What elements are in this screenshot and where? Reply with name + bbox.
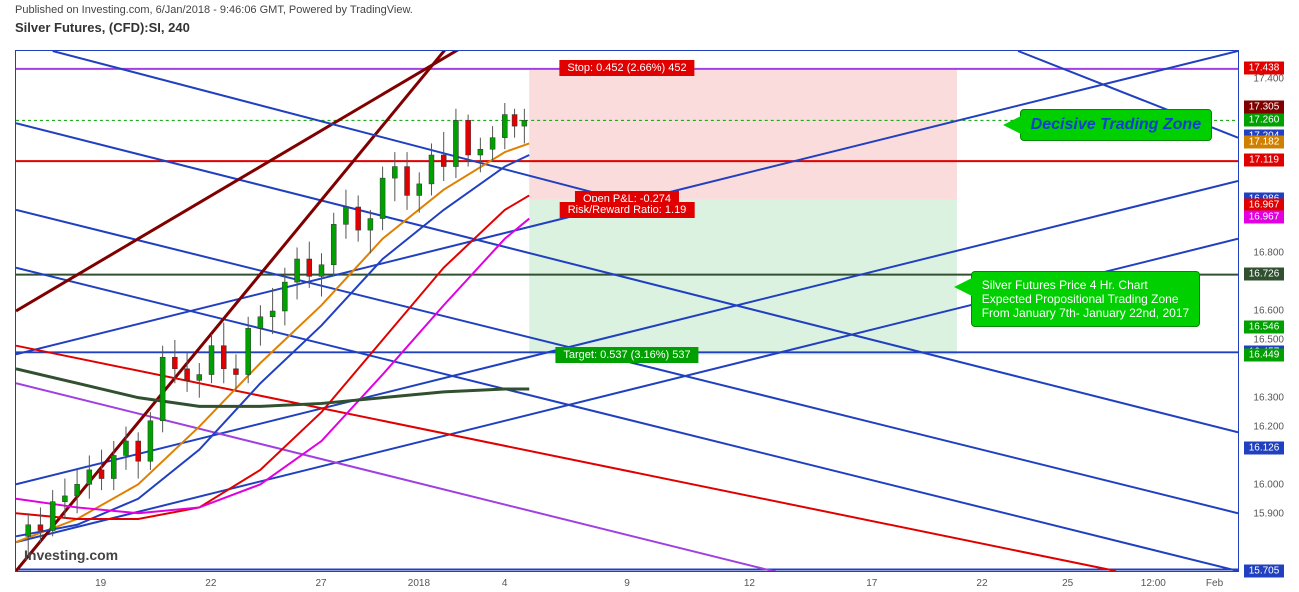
candle-body <box>380 178 385 218</box>
candle-body <box>258 317 263 329</box>
candle-body <box>209 346 214 375</box>
x-tick: 2018 <box>408 578 430 589</box>
candle-body <box>185 369 190 381</box>
candle-body <box>38 525 43 531</box>
banner: Risk/Reward Ratio: 1.19 <box>560 202 695 218</box>
candle-body <box>392 167 397 179</box>
zone-stop <box>529 69 957 200</box>
price-label: 16.967 <box>1244 210 1284 223</box>
candle-body <box>356 207 361 230</box>
candle-body <box>246 328 251 374</box>
ma-blue <box>16 155 529 536</box>
candle-body <box>522 120 527 126</box>
candle-body <box>270 311 275 317</box>
candle-body <box>233 369 238 375</box>
candle-body <box>172 357 177 369</box>
candle-body <box>429 155 434 184</box>
candle-body <box>282 282 287 311</box>
x-tick: 12 <box>744 578 755 589</box>
y-tick: 16.000 <box>1253 480 1284 491</box>
candle-body <box>136 441 141 461</box>
price-label: 16.726 <box>1244 268 1284 281</box>
y-tick: 17.400 <box>1253 74 1284 85</box>
candle-body <box>99 470 104 479</box>
x-tick: 9 <box>624 578 630 589</box>
candle-body <box>405 167 410 196</box>
candle-body <box>26 525 31 537</box>
candle-body <box>197 375 202 381</box>
chart-title: Silver Futures, (CFD):SI, 240 <box>0 18 1299 43</box>
banner: Target: 0.537 (3.16%) 537 <box>555 347 698 363</box>
candle-body <box>502 115 507 138</box>
candle-body <box>221 346 226 369</box>
ma-darkgreen <box>16 369 529 407</box>
candle-body <box>123 441 128 455</box>
candle-body <box>417 184 422 196</box>
candle-body <box>453 120 458 166</box>
chart-area[interactable]: Stop: 0.452 (2.66%) 452Open P&L: -0.274R… <box>15 50 1239 572</box>
trendline <box>16 346 1116 571</box>
y-tick: 16.800 <box>1253 248 1284 259</box>
y-tick: 16.500 <box>1253 335 1284 346</box>
candle-body <box>87 470 92 484</box>
trendline <box>16 51 456 571</box>
candle-body <box>490 138 495 150</box>
y-tick: 16.200 <box>1253 422 1284 433</box>
price-label: 16.126 <box>1244 442 1284 455</box>
trendline <box>16 51 480 311</box>
candle-body <box>512 115 517 127</box>
candle-body <box>343 207 348 224</box>
candle-body <box>111 455 116 478</box>
callout: Silver Futures Price 4 Hr. ChartExpected… <box>971 271 1200 327</box>
ma-magenta <box>16 219 529 514</box>
price-label: 17.119 <box>1244 154 1284 167</box>
price-label: 17.305 <box>1244 100 1284 113</box>
x-tick: 27 <box>315 578 326 589</box>
candle-body <box>331 224 336 264</box>
x-axis: 19 22 27 2018 4 9 12 17 22 25 12:00 Feb <box>15 572 1239 592</box>
candle-body <box>466 120 471 155</box>
candle-body <box>148 421 153 461</box>
candle-body <box>160 357 165 421</box>
candle-body <box>368 219 373 231</box>
price-label: 16.546 <box>1244 320 1284 333</box>
logo: Investing.com <box>24 547 118 563</box>
candle-body <box>295 259 300 282</box>
candle-body <box>441 155 446 167</box>
publish-header: Published on Investing.com, 6/Jan/2018 -… <box>0 0 1299 18</box>
price-label: 17.438 <box>1244 61 1284 74</box>
candle-body <box>478 149 483 155</box>
x-tick: 19 <box>95 578 106 589</box>
y-tick: 16.300 <box>1253 393 1284 404</box>
y-tick: 15.900 <box>1253 509 1284 520</box>
x-tick: 22 <box>976 578 987 589</box>
zone-target <box>529 199 957 354</box>
candle-body <box>319 265 324 277</box>
trendline <box>16 383 1238 571</box>
candle-body <box>62 496 67 502</box>
ma-red <box>16 195 529 519</box>
y-axis: 15.900 16.000 16.200 16.300 16.500 16.600 16.8… <box>1239 50 1284 572</box>
price-label: 17.260 <box>1244 113 1284 126</box>
x-tick: 12:00 <box>1141 578 1166 589</box>
y-tick: 16.600 <box>1253 306 1284 317</box>
x-tick: 17 <box>866 578 877 589</box>
x-tick: 22 <box>205 578 216 589</box>
x-tick: 4 <box>502 578 508 589</box>
banner: Stop: 0.452 (2.66%) 452 <box>559 60 694 76</box>
trendline <box>16 181 1238 484</box>
price-label: 15.705 <box>1244 564 1284 577</box>
price-label: 16.449 <box>1244 348 1284 361</box>
callout: Decisive Trading Zone <box>1020 109 1212 141</box>
x-tick: 25 <box>1062 578 1073 589</box>
candle-body <box>75 484 80 496</box>
price-label: 17.182 <box>1244 136 1284 149</box>
candle-body <box>50 502 55 531</box>
trendline <box>53 51 627 201</box>
candle-body <box>307 259 312 276</box>
ma-orange <box>16 143 529 542</box>
x-tick: Feb <box>1206 578 1223 589</box>
